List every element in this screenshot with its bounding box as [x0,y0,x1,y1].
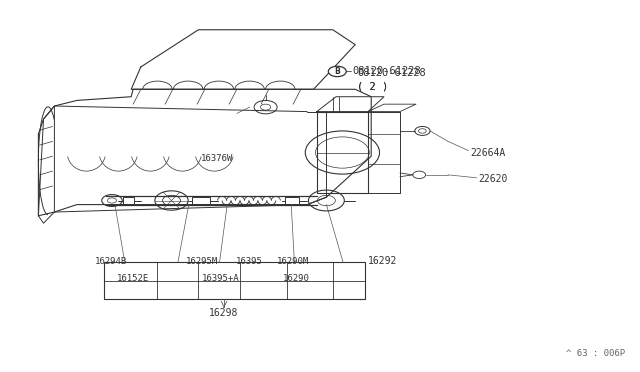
Text: ( 2 ): ( 2 ) [357,81,388,91]
Circle shape [328,66,346,77]
Text: 16395: 16395 [236,257,262,266]
Text: 16295M: 16295M [186,257,218,266]
Text: 16294B: 16294B [95,257,127,266]
Bar [285,197,299,204]
Text: 16395+A: 16395+A [202,274,240,283]
Bar [192,197,210,204]
Text: 22620: 22620 [479,174,508,184]
Text: 16152E: 16152E [116,274,148,283]
Text: 22664A: 22664A [470,148,506,157]
Text: 16376W: 16376W [202,154,234,163]
Text: 16292: 16292 [367,256,397,266]
Bar [104,262,365,299]
Bar [123,197,134,204]
Text: B: B [335,67,340,76]
Text: 16290: 16290 [283,274,310,283]
Text: 08120-61228: 08120-61228 [352,67,420,76]
Text: ( 2 ): ( 2 ) [357,81,388,91]
Text: 16290M: 16290M [276,257,308,266]
Text: ^ 63 : 006P: ^ 63 : 006P [566,349,625,358]
Text: 08120-61228: 08120-61228 [357,68,426,77]
Text: 16298: 16298 [209,308,239,318]
